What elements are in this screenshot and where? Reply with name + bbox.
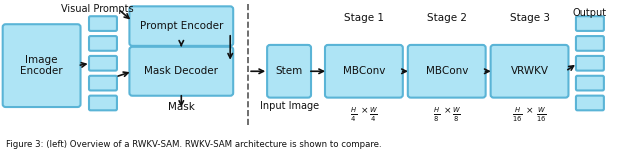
- FancyBboxPatch shape: [89, 56, 117, 71]
- Text: Stage 2: Stage 2: [427, 13, 467, 23]
- FancyBboxPatch shape: [3, 24, 81, 107]
- Text: Output: Output: [573, 8, 607, 18]
- Text: MBConv: MBConv: [342, 66, 385, 76]
- FancyBboxPatch shape: [325, 45, 403, 98]
- FancyBboxPatch shape: [576, 96, 604, 110]
- Text: Figure 3: (left) Overview of a RWKV-SAM. RWKV-SAM architecture is shown to compa: Figure 3: (left) Overview of a RWKV-SAM.…: [6, 140, 381, 149]
- Text: Prompt Encoder: Prompt Encoder: [140, 21, 223, 31]
- FancyBboxPatch shape: [89, 96, 117, 110]
- Text: Stage 1: Stage 1: [344, 13, 384, 23]
- FancyBboxPatch shape: [491, 45, 568, 98]
- Text: $\frac{H}{4}$: $\frac{H}{4}$: [350, 106, 358, 124]
- Text: VRWKV: VRWKV: [511, 66, 548, 76]
- Text: Input Image: Input Image: [260, 101, 319, 111]
- FancyBboxPatch shape: [89, 16, 117, 31]
- Text: $\times$: $\times$: [360, 106, 368, 116]
- Text: $\frac{H}{16}$: $\frac{H}{16}$: [512, 106, 523, 124]
- FancyBboxPatch shape: [576, 36, 604, 51]
- FancyBboxPatch shape: [576, 16, 604, 31]
- Text: Stage 3: Stage 3: [509, 13, 550, 23]
- Text: $\frac{W}{8}$: $\frac{W}{8}$: [452, 106, 461, 124]
- FancyBboxPatch shape: [129, 47, 233, 96]
- FancyBboxPatch shape: [89, 76, 117, 90]
- Text: $\frac{W}{16}$: $\frac{W}{16}$: [536, 106, 547, 124]
- Text: $\frac{H}{8}$: $\frac{H}{8}$: [433, 106, 440, 124]
- FancyBboxPatch shape: [576, 56, 604, 71]
- Text: Visual Prompts: Visual Prompts: [61, 4, 133, 14]
- Text: Mask Decoder: Mask Decoder: [144, 66, 218, 76]
- Text: Image
Encoder: Image Encoder: [20, 55, 63, 76]
- Text: MBConv: MBConv: [426, 66, 468, 76]
- FancyBboxPatch shape: [129, 6, 233, 46]
- FancyBboxPatch shape: [89, 36, 117, 51]
- Text: Mask: Mask: [168, 102, 195, 112]
- FancyBboxPatch shape: [408, 45, 486, 98]
- Text: Stem: Stem: [275, 66, 303, 76]
- Text: $\times$: $\times$: [443, 106, 451, 116]
- Text: $\times$: $\times$: [525, 106, 534, 116]
- Text: $\frac{W}{4}$: $\frac{W}{4}$: [369, 106, 378, 124]
- FancyBboxPatch shape: [267, 45, 311, 98]
- FancyBboxPatch shape: [576, 76, 604, 90]
